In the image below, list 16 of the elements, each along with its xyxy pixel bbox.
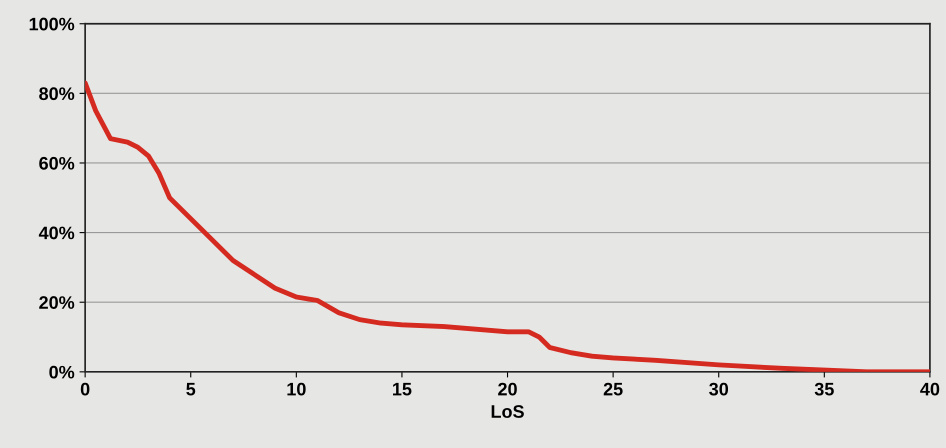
x-tick-label: 0	[80, 382, 90, 396]
y-tick-label: 20%	[39, 296, 74, 309]
x-tick-label: 15	[393, 382, 412, 396]
y-tick-label: 60%	[39, 156, 74, 170]
x-tick-label: 40	[920, 382, 940, 396]
y-tick-label: 40%	[38, 226, 74, 240]
x-axis-title: LoS	[492, 405, 524, 418]
x-tick-label: 35	[814, 382, 834, 396]
x-tick-label: 25	[604, 382, 623, 396]
x-tick-label: 20	[498, 382, 517, 396]
x-tick-label: 30	[709, 382, 728, 396]
y-tick-label: 80%	[39, 87, 74, 100]
x-tick-label: 10	[287, 382, 306, 396]
y-tick-label: 100%	[30, 18, 74, 30]
y-tick-label: 0%	[49, 366, 74, 379]
x-tick-label: 5	[186, 382, 196, 396]
